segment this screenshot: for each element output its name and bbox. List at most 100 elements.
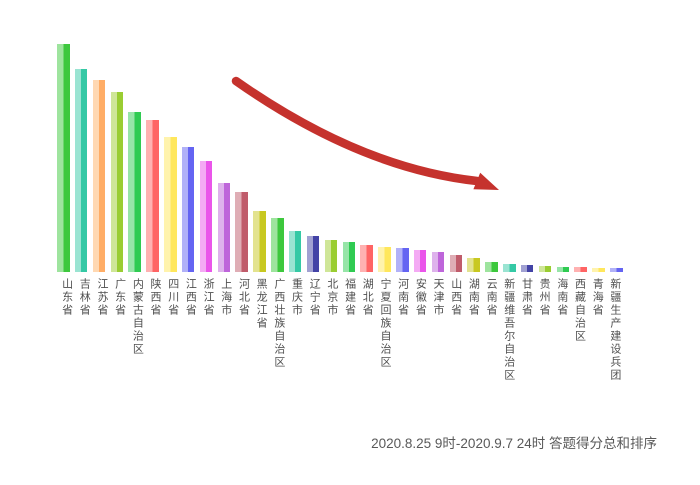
x-axis-label-slot: 湖南省 xyxy=(464,278,482,317)
x-axis-label-slot: 内蒙古自治区 xyxy=(128,278,146,356)
x-axis-label: 北京市 xyxy=(325,278,338,317)
x-axis-label-slot: 浙江省 xyxy=(199,278,217,317)
bar xyxy=(360,245,373,272)
x-axis-label: 西藏自治区 xyxy=(573,278,586,343)
x-axis-label: 广东省 xyxy=(113,278,126,317)
x-axis-label-slot: 河南省 xyxy=(393,278,411,317)
bar xyxy=(413,250,427,272)
x-axis-label-slot: 黑龙江省 xyxy=(252,278,270,330)
bar xyxy=(164,137,177,272)
x-axis-label-slot: 山西省 xyxy=(446,278,464,317)
bar xyxy=(503,264,516,272)
x-axis-label-slot: 湖北省 xyxy=(358,278,376,317)
bar xyxy=(288,231,302,272)
bar xyxy=(253,211,266,272)
x-axis-label: 新疆生产建设兵团 xyxy=(608,278,621,382)
x-axis-label: 山西省 xyxy=(449,278,462,317)
x-axis-label: 辽宁省 xyxy=(308,278,321,317)
x-axis-labels: 山东省 吉林省 江苏省 广东省 内蒙古自治区 陕西省 四川省 江西省 浙江省 上海市 河北省 黑龙江省… xyxy=(57,278,623,382)
bar xyxy=(74,69,88,272)
bar xyxy=(485,262,498,272)
chart-caption: 2020.8.25 9时-2020.9.7 24时 答题得分总和排序 xyxy=(371,436,657,451)
x-axis-label: 湖南省 xyxy=(467,278,480,317)
x-axis-label: 重庆市 xyxy=(290,278,303,317)
x-axis-label-slot: 安徽省 xyxy=(411,278,429,317)
x-axis-label: 四川省 xyxy=(166,278,179,317)
bar xyxy=(306,236,320,272)
bar xyxy=(217,183,231,272)
x-axis-label: 江苏省 xyxy=(95,278,108,317)
x-axis-label-slot: 江苏省 xyxy=(92,278,110,317)
x-axis-label-slot: 陕西省 xyxy=(145,278,163,317)
x-axis-label: 内蒙古自治区 xyxy=(131,278,144,356)
bar xyxy=(556,267,570,272)
bar xyxy=(324,240,338,272)
x-axis-label-slot: 广东省 xyxy=(110,278,128,317)
x-axis-label-slot: 贵州省 xyxy=(535,278,553,317)
x-axis-label-slot: 重庆市 xyxy=(287,278,305,317)
x-axis-label: 宁夏回族自治区 xyxy=(378,278,391,369)
x-axis-label: 山东省 xyxy=(60,278,73,317)
x-axis-label: 贵州省 xyxy=(538,278,551,317)
x-axis-label-slot: 广西壮族自治区 xyxy=(269,278,287,369)
x-axis-label: 云南省 xyxy=(485,278,498,317)
bar xyxy=(181,147,195,272)
x-axis-label: 广西壮族自治区 xyxy=(272,278,285,369)
x-axis-label-slot: 云南省 xyxy=(482,278,500,317)
bar xyxy=(235,192,248,272)
bar xyxy=(378,247,391,272)
x-axis-label: 浙江省 xyxy=(202,278,215,317)
x-axis-label: 湖北省 xyxy=(361,278,374,317)
x-axis-label: 福建省 xyxy=(343,278,356,317)
x-axis-label: 吉林省 xyxy=(78,278,91,317)
x-axis-label: 天津市 xyxy=(432,278,445,317)
x-axis-label-slot: 吉林省 xyxy=(75,278,93,317)
bar-series xyxy=(57,42,623,272)
x-axis-label: 河南省 xyxy=(396,278,409,317)
x-axis-label-slot: 甘肃省 xyxy=(517,278,535,317)
bar xyxy=(520,265,534,272)
x-axis-label: 陕西省 xyxy=(149,278,162,317)
x-axis-label-slot: 山东省 xyxy=(57,278,75,317)
x-axis-label: 新疆维吾尔自治区 xyxy=(502,278,515,382)
x-axis-label: 海南省 xyxy=(555,278,568,317)
bar xyxy=(92,80,106,272)
x-axis-label-slot: 新疆生产建设兵团 xyxy=(605,278,623,382)
x-axis-label-slot: 上海市 xyxy=(216,278,234,317)
x-axis-label: 江西省 xyxy=(184,278,197,317)
bar xyxy=(538,266,552,272)
bar xyxy=(396,248,409,272)
x-axis-label: 河北省 xyxy=(237,278,250,317)
x-axis-label: 黑龙江省 xyxy=(255,278,268,330)
bar xyxy=(592,268,605,272)
x-axis-label-slot: 西藏自治区 xyxy=(570,278,588,343)
bar xyxy=(574,267,587,272)
x-axis-label: 青海省 xyxy=(591,278,604,317)
bar xyxy=(199,161,213,272)
bar xyxy=(431,252,445,272)
bar xyxy=(57,44,70,272)
x-axis-label-slot: 四川省 xyxy=(163,278,181,317)
x-axis-label: 上海市 xyxy=(219,278,232,317)
x-axis-label-slot: 宁夏回族自治区 xyxy=(375,278,393,369)
x-axis-label: 甘肃省 xyxy=(520,278,533,317)
x-axis-label-slot: 海南省 xyxy=(552,278,570,317)
x-axis-label-slot: 辽宁省 xyxy=(305,278,323,317)
x-axis-label-slot: 河北省 xyxy=(234,278,252,317)
x-axis-label-slot: 江西省 xyxy=(181,278,199,317)
x-axis-label: 安徽省 xyxy=(414,278,427,317)
x-axis-label-slot: 天津市 xyxy=(428,278,446,317)
bar xyxy=(146,120,159,272)
bar xyxy=(110,92,124,272)
bar xyxy=(467,258,480,272)
bar xyxy=(271,218,284,272)
x-axis-label-slot: 北京市 xyxy=(322,278,340,317)
x-axis-label-slot: 新疆维吾尔自治区 xyxy=(499,278,517,382)
bar xyxy=(342,242,355,272)
bar xyxy=(610,268,623,272)
bar xyxy=(449,255,463,272)
x-axis-label-slot: 青海省 xyxy=(588,278,606,317)
x-axis-label-slot: 福建省 xyxy=(340,278,358,317)
bar xyxy=(128,112,141,272)
